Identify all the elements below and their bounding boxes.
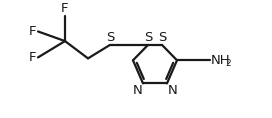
Text: S: S xyxy=(158,31,166,44)
Text: S: S xyxy=(144,31,152,44)
Text: NH: NH xyxy=(211,54,231,67)
Text: N: N xyxy=(168,84,178,97)
Text: F: F xyxy=(29,51,36,64)
Text: 2: 2 xyxy=(225,59,231,68)
Text: F: F xyxy=(61,2,69,15)
Text: N: N xyxy=(132,84,142,97)
Text: F: F xyxy=(29,25,36,38)
Text: S: S xyxy=(106,31,114,44)
